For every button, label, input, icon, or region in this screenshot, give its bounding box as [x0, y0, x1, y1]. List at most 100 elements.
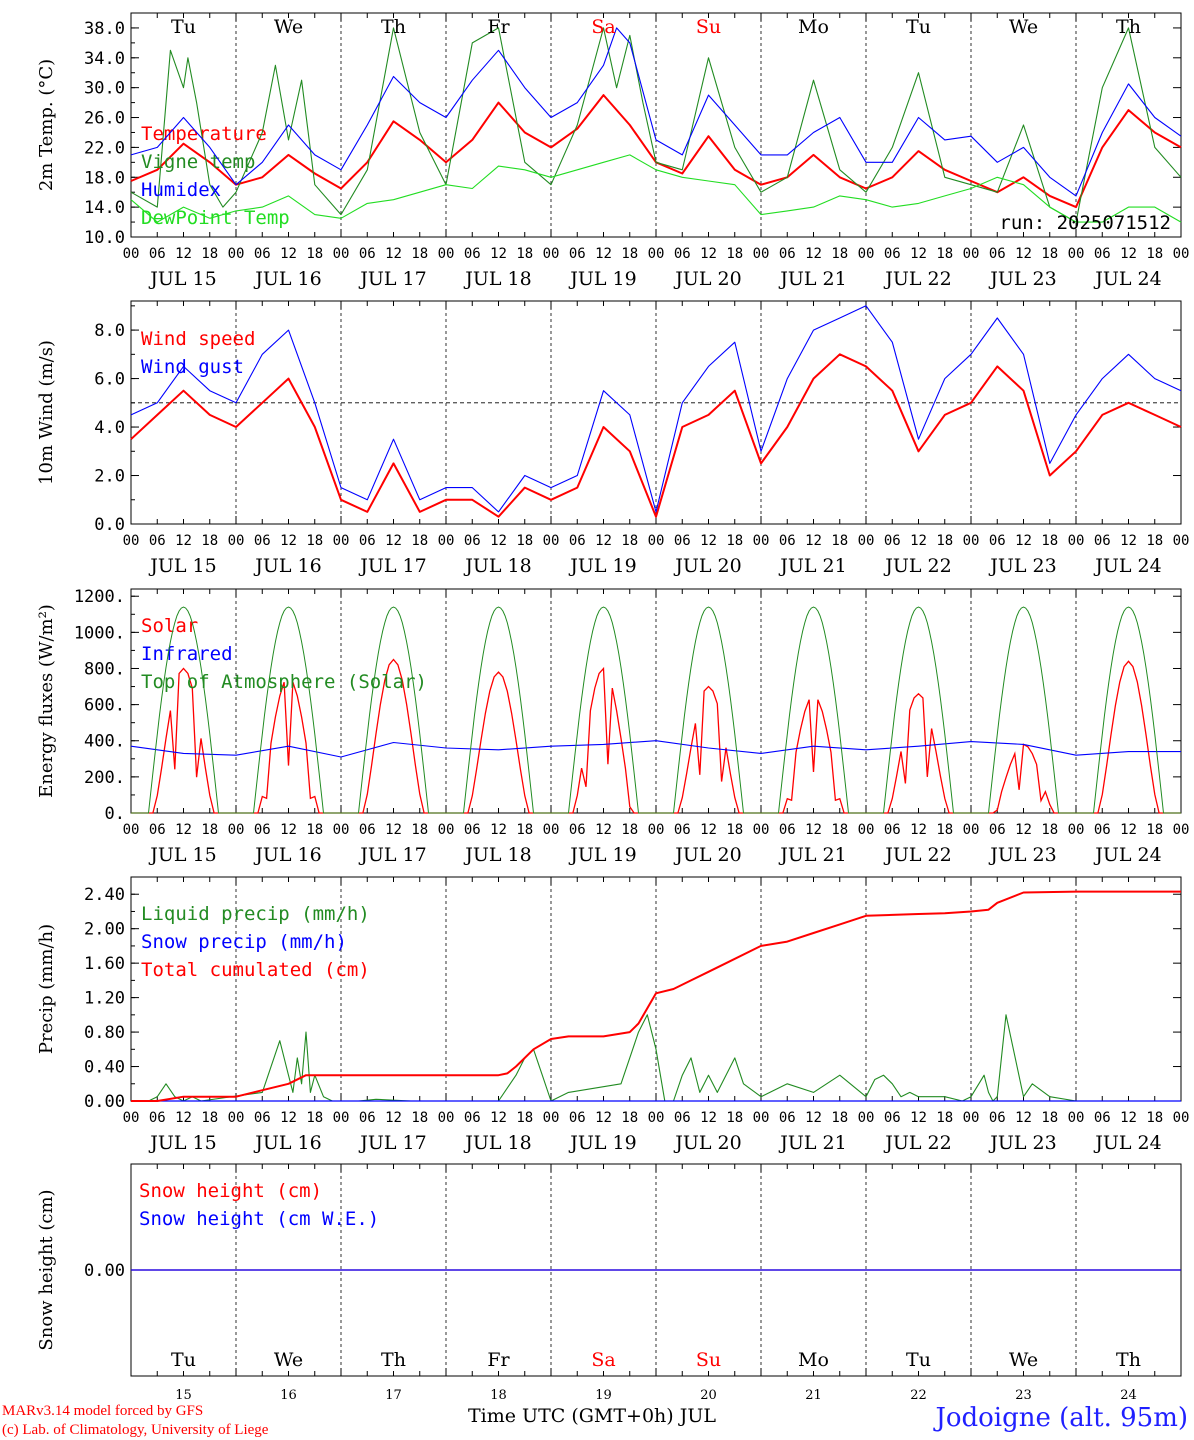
- hour-label: 00: [753, 246, 770, 262]
- series-wind-speed: [130, 353, 1182, 518]
- date-label: JUL 19: [568, 844, 636, 866]
- hour-label: 18: [1041, 822, 1058, 838]
- weekday-label: Su: [696, 16, 721, 38]
- date-label: JUL 20: [673, 844, 741, 866]
- hour-label: 00: [543, 246, 560, 262]
- hour-label: 06: [1094, 1110, 1111, 1126]
- y-tick-label: 22.0: [84, 138, 125, 158]
- date-label: JUL 24: [1093, 268, 1161, 290]
- legend-series-wind-gust: Wind gust: [141, 356, 244, 378]
- hour-label: 06: [779, 822, 796, 838]
- date-label: JUL 22: [883, 844, 951, 866]
- hour-label: 00: [543, 533, 560, 549]
- hour-label: 00: [228, 1110, 245, 1126]
- y-tick-label: 10.0: [84, 228, 125, 248]
- hour-label: 18: [1041, 533, 1058, 549]
- model-credit-line1: MARv3.14 model forced by GFS: [2, 1403, 203, 1419]
- hour-label: 00: [963, 822, 980, 838]
- hour-label: 06: [359, 1110, 376, 1126]
- legend-series-snow-height-cm: Snow height (cm): [139, 1180, 322, 1202]
- y-tick-label: 1000.: [74, 623, 125, 643]
- date-label: JUL 23: [988, 844, 1056, 866]
- hour-label: 06: [254, 1110, 271, 1126]
- hour-label: 12: [1015, 1110, 1032, 1126]
- hour-label: 06: [569, 1110, 586, 1126]
- hour-label: 00: [1068, 246, 1085, 262]
- y-tick-label: 2.40: [84, 885, 125, 905]
- hour-label: 18: [621, 533, 638, 549]
- hour-label: 18: [1146, 822, 1163, 838]
- hour-label: 18: [201, 533, 218, 549]
- hour-label: 06: [989, 246, 1006, 262]
- hour-label: 06: [674, 246, 691, 262]
- date-label: JUL 18: [463, 844, 531, 866]
- hour-label: 18: [1146, 533, 1163, 549]
- hour-label: 18: [831, 533, 848, 549]
- weekday-label: Mo: [798, 1349, 829, 1371]
- date-label: JUL 19: [568, 268, 636, 290]
- hour-label: 12: [1120, 533, 1137, 549]
- legend-series-liquid-precip-mm-h: Liquid precip (mm/h): [141, 903, 370, 925]
- legend-series-top-of-atmosphere-solar: Top of Atmosphere (Solar): [141, 671, 427, 693]
- hour-label: 12: [805, 1110, 822, 1126]
- date-label: JUL 22: [883, 268, 951, 290]
- panel-3: 1200. 1000. 800. 600. 400. 200. 0. Energy fluxe…: [36, 587, 1189, 866]
- plot-frame: [130, 300, 1182, 525]
- hour-label: 06: [149, 533, 166, 549]
- hour-label: 06: [989, 533, 1006, 549]
- hour-label: 12: [1120, 1110, 1137, 1126]
- date-label: JUL 15: [148, 1132, 216, 1154]
- weekday-label: Tu: [906, 16, 931, 38]
- hour-label: 06: [254, 246, 271, 262]
- hour-label: 06: [1094, 822, 1111, 838]
- date-label: JUL 18: [463, 268, 531, 290]
- date-label: JUL 16: [253, 268, 321, 290]
- hour-label: 06: [674, 533, 691, 549]
- hour-label: 00: [438, 822, 455, 838]
- date-label: JUL 18: [463, 555, 531, 577]
- y-axis-title: 2m Temp. (°C): [36, 59, 57, 191]
- hour-label: 06: [989, 822, 1006, 838]
- hour-label: 18: [516, 533, 533, 549]
- hour-label: 12: [1015, 246, 1032, 262]
- hour-label: 00: [438, 246, 455, 262]
- hour-label: 00: [1173, 533, 1190, 549]
- hour-label: 18: [1146, 1110, 1163, 1126]
- hour-label: 18: [726, 246, 743, 262]
- series-vigne-temp: [130, 27, 1182, 223]
- run-label: run: 2025071512: [999, 212, 1171, 234]
- hour-label: 00: [438, 1110, 455, 1126]
- hour-label: 12: [700, 1110, 717, 1126]
- y-axis-title: Snow height (cm): [36, 1189, 57, 1350]
- hour-label: 18: [306, 246, 323, 262]
- hour-label: 12: [1120, 822, 1137, 838]
- hour-label: 00: [333, 1110, 350, 1126]
- hour-label: 00: [228, 822, 245, 838]
- hour-label: 06: [254, 822, 271, 838]
- hour-label: 06: [149, 246, 166, 262]
- hour-label: 18: [621, 246, 638, 262]
- hour-label: 06: [464, 822, 481, 838]
- hour-label: 00: [963, 1110, 980, 1126]
- hour-label: 18: [201, 1110, 218, 1126]
- legend-series-humidex: Humidex: [141, 179, 221, 201]
- hour-label: 00: [753, 533, 770, 549]
- y-tick-label: 0.00: [84, 1261, 125, 1281]
- hour-label: 18: [411, 533, 428, 549]
- hour-label: 00: [1173, 246, 1190, 262]
- y-tick-label: 1.60: [84, 954, 125, 974]
- date-label: JUL 16: [253, 555, 321, 577]
- hour-label: 12: [490, 822, 507, 838]
- hour-label: 06: [569, 246, 586, 262]
- date-label: JUL 19: [568, 555, 636, 577]
- y-axis-title: Energy fluxes (W/m²): [36, 604, 57, 798]
- series-top-of-atmosphere-solar: [131, 606, 1181, 814]
- date-label: JUL 21: [778, 268, 846, 290]
- station-label: Jodoigne (alt. 95m): [932, 1403, 1188, 1433]
- hour-label: 00: [333, 246, 350, 262]
- hour-label: 18: [516, 822, 533, 838]
- hour-label: 00: [1068, 533, 1085, 549]
- weekday-label: Th: [1116, 1349, 1141, 1371]
- date-label: JUL 20: [673, 268, 741, 290]
- date-label: JUL 24: [1093, 1132, 1161, 1154]
